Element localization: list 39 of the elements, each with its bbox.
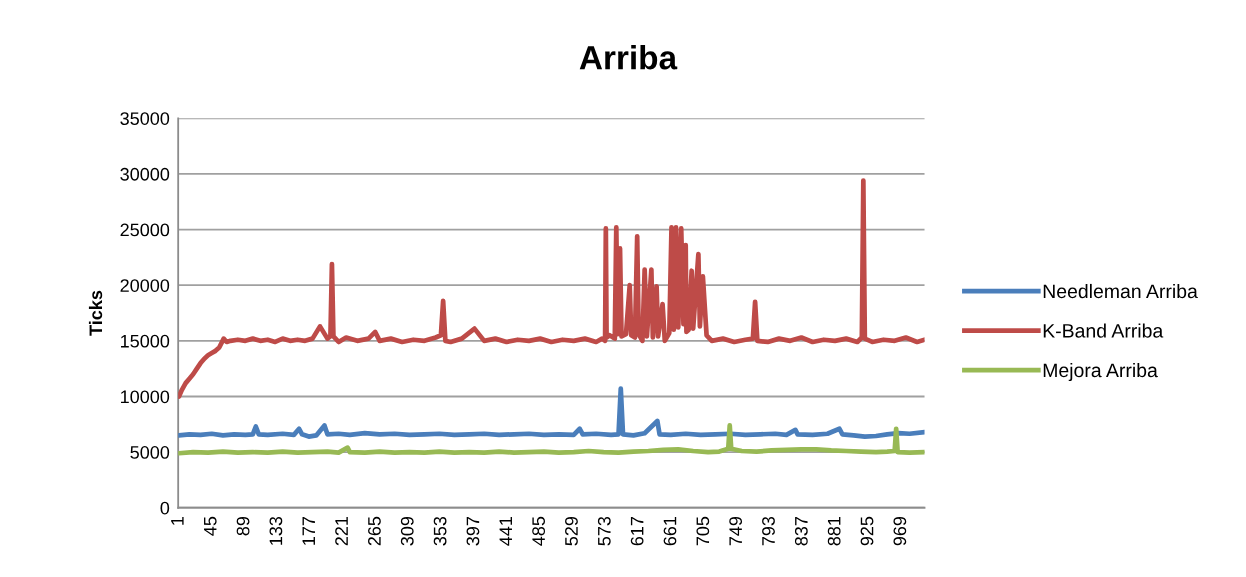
y-tick-label: 20000	[120, 279, 170, 292]
y-tick-label: 10000	[121, 390, 170, 404]
y-tick-label: 25000	[120, 223, 170, 237]
line-series	[178, 423, 925, 456]
y-tick-label: 15000	[121, 334, 170, 348]
x-tick-label: 309	[400, 516, 414, 546]
x-tick-label: 749	[729, 516, 743, 546]
y-tick-label: 0	[160, 501, 170, 515]
x-tick-label: 221	[335, 516, 348, 546]
chart-title: Arriba	[579, 45, 678, 70]
y-tick-label: 30000	[120, 167, 170, 181]
x-tick-label: 441	[499, 516, 512, 546]
line-series	[178, 178, 925, 399]
x-tick-label: 1	[171, 516, 184, 525]
x-tick-label: 837	[794, 517, 808, 546]
y-tick-label: 35000	[120, 112, 170, 126]
y-axis-title: Ticks	[88, 290, 103, 336]
legend-label: K-Band Arriba	[1043, 323, 1164, 338]
x-tick-label: 353	[433, 516, 447, 546]
x-tick-label: 881	[827, 516, 841, 546]
y-tick-label: 5000	[130, 446, 170, 459]
x-tick-label: 661	[663, 516, 677, 546]
x-tick-label: 133	[269, 516, 283, 545]
x-tick-label: 177	[302, 517, 315, 545]
legend-label: Needleman Arriba	[1043, 283, 1198, 299]
legend-label: Mejora Arriba	[1043, 362, 1158, 382]
x-tick-label: 265	[368, 516, 381, 546]
line-series	[178, 386, 925, 439]
x-tick-label: 969	[893, 516, 907, 546]
x-tick-label: 705	[696, 516, 710, 546]
x-tick-label: 925	[860, 516, 874, 546]
x-tick-label: 485	[532, 516, 546, 546]
x-tick-label: 529	[565, 516, 578, 546]
x-tick-label: 793	[762, 516, 775, 546]
x-tick-label: 573	[597, 516, 611, 546]
x-tick-label: 397	[466, 517, 480, 546]
x-tick-label: 45	[204, 516, 217, 536]
x-tick-label: 617	[630, 517, 644, 546]
x-tick-label: 89	[236, 516, 250, 536]
